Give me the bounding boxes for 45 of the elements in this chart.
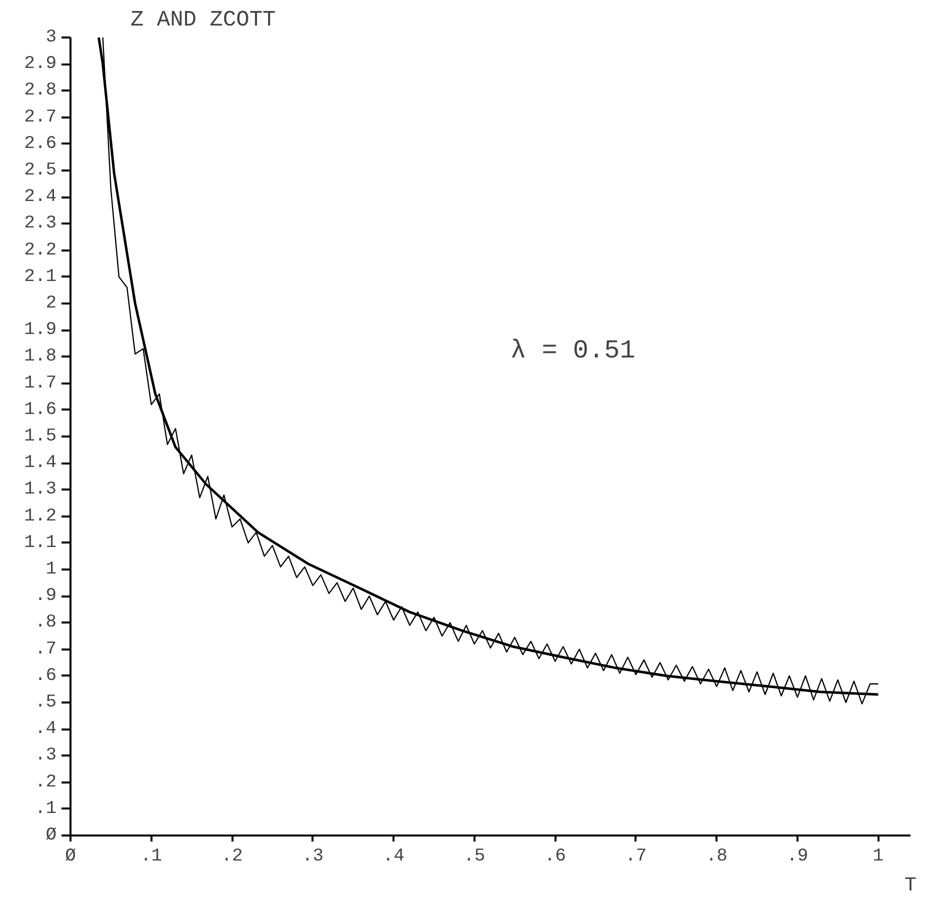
x-tick-label: .4 — [382, 846, 404, 866]
y-tick-label: 3 — [46, 28, 57, 48]
y-tick-label: 1.7 — [24, 373, 56, 394]
x-tick-label: .5 — [464, 846, 486, 866]
y-tick-label: .5 — [34, 692, 57, 712]
y-tick-label: 2.8 — [24, 80, 56, 101]
y-tick-label: .1 — [34, 798, 57, 819]
x-tick-label: .3 — [302, 846, 324, 866]
x-tick-label: .6 — [544, 846, 566, 866]
x-axis-title: T — [904, 874, 917, 898]
y-tick-label: 1.4 — [24, 453, 56, 474]
y-tick-label: 1.3 — [24, 480, 56, 500]
x-tick-label: Ø — [65, 846, 76, 866]
x-tick-label: 1 — [872, 846, 884, 866]
y-tick-label: 1 — [46, 560, 57, 580]
y-tick-label: .2 — [34, 772, 57, 792]
y-tick-label: 1.6 — [24, 400, 56, 420]
y-tick-label: 1.2 — [24, 506, 56, 526]
y-tick-label: 2.9 — [24, 54, 56, 74]
y-tick-label: .4 — [34, 719, 57, 740]
y-tick-label: 1.8 — [24, 346, 56, 367]
y-tick-label: 2 — [46, 294, 57, 314]
y-tick-label: 1.5 — [24, 426, 56, 446]
chart-title: Z AND ZCOTT — [130, 8, 276, 32]
x-tick-label: .8 — [706, 846, 728, 866]
y-tick-label: .8 — [34, 612, 57, 633]
x-tick-label: .2 — [221, 846, 243, 866]
y-tick-label: 2.3 — [24, 214, 56, 234]
x-tick-label: .9 — [786, 846, 808, 866]
y-tick-label: 2.4 — [24, 187, 56, 208]
y-tick-label: 2.5 — [24, 160, 56, 180]
y-tick-label: 1.1 — [24, 532, 56, 553]
y-tick-label: .6 — [34, 666, 57, 686]
x-tick-label: .7 — [625, 846, 647, 866]
y-tick-label: 1.9 — [24, 320, 56, 340]
y-tick-label: .7 — [34, 639, 57, 660]
annotation: λ = 0.51 — [510, 336, 636, 366]
y-tick-label: 2.7 — [24, 107, 56, 128]
y-tick-label: .9 — [34, 586, 57, 606]
y-tick-label: 2.6 — [24, 134, 56, 154]
y-tick-label: .3 — [34, 746, 57, 766]
x-tick-label: .1 — [140, 846, 162, 866]
y-tick-label: 2.1 — [24, 266, 56, 287]
y-tick-label: Ø — [46, 826, 57, 846]
y-tick-label: 2.2 — [24, 240, 56, 260]
